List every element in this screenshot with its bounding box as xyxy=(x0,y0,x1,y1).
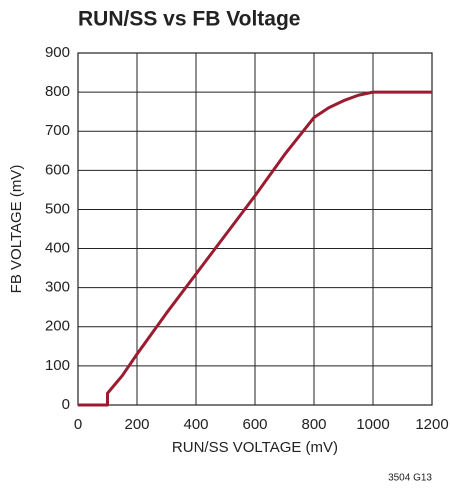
y-tick-label: 200 xyxy=(45,318,70,335)
chart-title: RUN/SS vs FB Voltage xyxy=(78,8,301,31)
y-tick-label: 600 xyxy=(45,161,70,178)
y-tick-label: 100 xyxy=(45,357,70,374)
plot-frame xyxy=(77,52,433,406)
x-tick-label: 600 xyxy=(242,416,267,433)
y-axis-label: FB VOLTAGE (mV) xyxy=(8,165,25,294)
x-tick-label: 800 xyxy=(301,416,326,433)
x-tick-label: 400 xyxy=(183,416,208,433)
y-tick-label: 500 xyxy=(45,200,70,217)
y-tick-label: 300 xyxy=(45,279,70,296)
x-tick-label: 1200 xyxy=(415,416,448,433)
data-line xyxy=(78,90,432,407)
x-tick-label: 200 xyxy=(124,416,149,433)
figure-note: 3504 G13 xyxy=(388,473,432,484)
x-axis-label: RUN/SS VOLTAGE (mV) xyxy=(172,439,338,456)
x-tick-label: 1000 xyxy=(356,416,389,433)
y-tick-label: 800 xyxy=(45,83,70,100)
y-tick-label: 700 xyxy=(45,122,70,139)
y-tick-label: 400 xyxy=(45,240,70,257)
y-tick-label: 0 xyxy=(62,396,70,413)
x-tick-label: 0 xyxy=(74,416,82,433)
y-tick-label: 900 xyxy=(45,44,70,61)
